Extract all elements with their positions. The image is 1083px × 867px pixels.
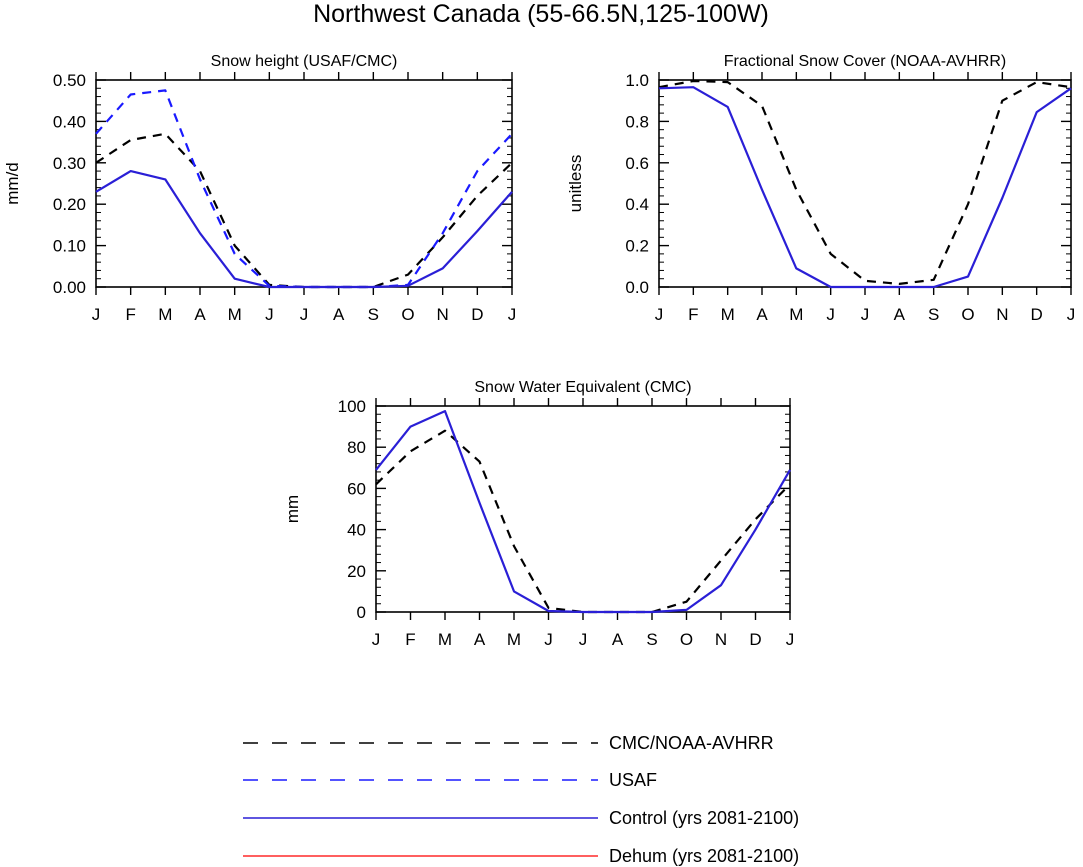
y-axis-label: unitless (566, 155, 585, 213)
y-tick-label: 80 (347, 438, 366, 457)
x-tick-label: J (579, 630, 588, 649)
x-tick-label: O (401, 305, 414, 324)
series-line-3 (95, 170, 513, 289)
x-tick-label: S (368, 305, 379, 324)
x-tick-label: A (474, 630, 486, 649)
x-tick-label: N (996, 305, 1008, 324)
series-line-2 (375, 410, 791, 614)
y-tick-label: 0.00 (53, 278, 86, 297)
x-tick-label: M (507, 630, 521, 649)
x-tick-label: J (826, 305, 835, 324)
legend-label-1: CMC/NOAA-AVHRR (609, 733, 774, 753)
x-tick-label: J (544, 630, 553, 649)
panel-title: Snow height (USAF/CMC) (211, 53, 398, 70)
y-tick-label: 0.8 (625, 112, 649, 131)
y-tick-label: 0.6 (625, 154, 649, 173)
x-tick-label: J (861, 305, 870, 324)
x-tick-label: A (333, 305, 345, 324)
x-tick-label: D (1031, 305, 1043, 324)
x-tick-label: M (228, 305, 242, 324)
y-tick-label: 100 (338, 397, 366, 416)
x-tick-label: A (756, 305, 768, 324)
y-axis-label: mm (283, 495, 302, 523)
legend-label-4: Dehum (yrs 2081-2100) (609, 846, 799, 866)
x-tick-label: O (961, 305, 974, 324)
x-tick-label: J (786, 630, 795, 649)
y-tick-label: 20 (347, 562, 366, 581)
chart-panel-3: Snow Water Equivalent (CMC) mm 0 20 40 60 80 10… (283, 379, 794, 649)
y-tick-label: 60 (347, 479, 366, 498)
x-tick-label: D (749, 630, 761, 649)
x-tick-label: A (612, 630, 624, 649)
y-tick-label: 40 (347, 521, 366, 540)
panel-title: Fractional Snow Cover (NOAA-AVHRR) (724, 53, 1006, 70)
y-tick-label: 0.2 (625, 237, 649, 256)
chart-panel-1: Snow height (USAF/CMC) mm/d 0.00 0.10 0.20 0.… (3, 53, 516, 324)
x-tick-label: N (437, 305, 449, 324)
legend: CMC/NOAA-AVHRR USAF Control (yrs 2081-2100… (243, 733, 799, 866)
x-tick-label: M (158, 305, 172, 324)
legend-label-2: USAF (609, 770, 657, 790)
series-line-1 (658, 79, 1072, 285)
x-tick-label: S (646, 630, 657, 649)
x-tick-label: N (715, 630, 727, 649)
x-tick-label: J (655, 305, 664, 324)
x-tick-label: M (721, 305, 735, 324)
y-tick-label: 0.30 (53, 154, 86, 173)
x-tick-label: J (92, 305, 101, 324)
x-tick-label: F (405, 630, 415, 649)
y-tick-label: 0.10 (53, 237, 86, 256)
panel-title: Snow Water Equivalent (CMC) (474, 379, 691, 396)
y-tick-label: 0.40 (53, 112, 86, 131)
chart-panel-2: Fractional Snow Cover (NOAA-AVHRR) unitle… (566, 53, 1075, 324)
y-tick-label: 0.20 (53, 195, 86, 214)
y-tick-label: 0.50 (53, 71, 86, 90)
x-tick-label: D (471, 305, 483, 324)
y-tick-label: 0.0 (625, 278, 649, 297)
x-tick-label: J (372, 630, 381, 649)
x-tick-label: M (438, 630, 452, 649)
y-tick-label: 1.0 (625, 71, 649, 90)
plot-frame (95, 79, 513, 288)
series-line-1 (95, 132, 513, 289)
series-line-2 (658, 86, 1072, 289)
y-tick-label: 0.4 (625, 195, 649, 214)
x-tick-label: J (508, 305, 517, 324)
plot-frame (375, 405, 791, 613)
y-axis-label: mm/d (3, 162, 22, 205)
plot-panels: Snow height (USAF/CMC)mm/d0.000.100.200.… (3, 53, 1075, 649)
x-tick-label: F (688, 305, 698, 324)
x-tick-label: A (894, 305, 906, 324)
x-tick-label: A (194, 305, 206, 324)
x-tick-label: M (789, 305, 803, 324)
x-tick-label: S (928, 305, 939, 324)
x-tick-label: J (300, 305, 309, 324)
x-tick-label: J (265, 305, 274, 324)
y-tick-label: 0 (357, 603, 366, 622)
x-tick-label: O (680, 630, 693, 649)
x-tick-label: F (125, 305, 135, 324)
series-line-1 (375, 429, 791, 614)
figure-title: Northwest Canada (55-66.5N,125-100W) (313, 0, 769, 28)
series-line-2 (95, 89, 513, 289)
legend-label-3: Control (yrs 2081-2100) (609, 808, 799, 828)
x-tick-label: J (1067, 305, 1076, 324)
